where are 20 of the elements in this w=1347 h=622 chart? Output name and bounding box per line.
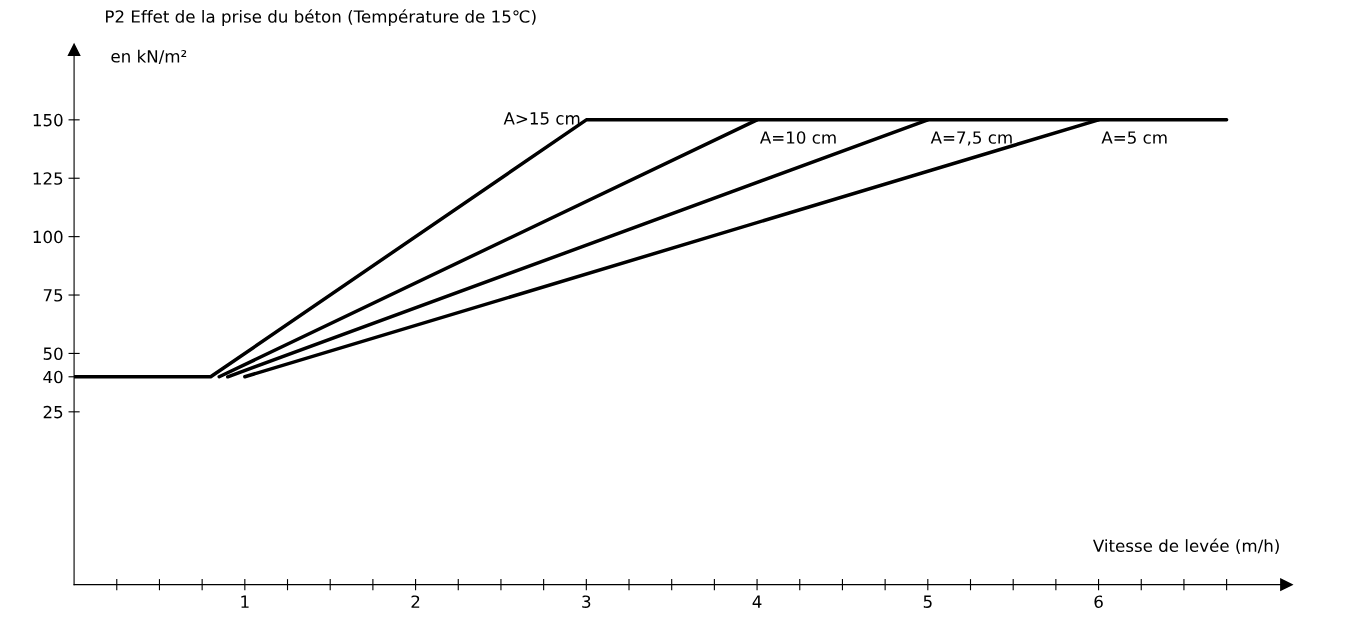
y-tick-label: 25 — [43, 405, 63, 419]
x-tick-label: 6 — [1094, 595, 1103, 608]
y-tick-label: 100 — [33, 230, 63, 244]
x-tick-label: 5 — [923, 595, 932, 608]
series-label: A=10 cm — [759, 131, 836, 144]
y-tick-label: 150 — [33, 113, 63, 127]
x-tick-label: 2 — [411, 595, 420, 608]
series-label: A>15 cm — [503, 112, 580, 125]
x-tick-label: 4 — [752, 595, 762, 608]
y-axis-title: en kN/m² — [111, 49, 187, 64]
x-tick-label: 3 — [582, 595, 591, 608]
series-label: A=7,5 cm — [930, 131, 1012, 146]
y-tick-label: 50 — [43, 347, 63, 360]
y-tick-label: 75 — [43, 289, 63, 302]
chart-title: P2 Effet de la prise du béton (Température de 15℃) — [106, 9, 536, 27]
y-tick-label: 40 — [43, 370, 63, 384]
series-label: A=5 cm — [1101, 131, 1167, 144]
y-tick-label: 125 — [33, 172, 63, 185]
x-tick-label: 1 — [241, 595, 249, 608]
x-axis-title: Vitesse de levée (m/h) — [1092, 538, 1279, 554]
